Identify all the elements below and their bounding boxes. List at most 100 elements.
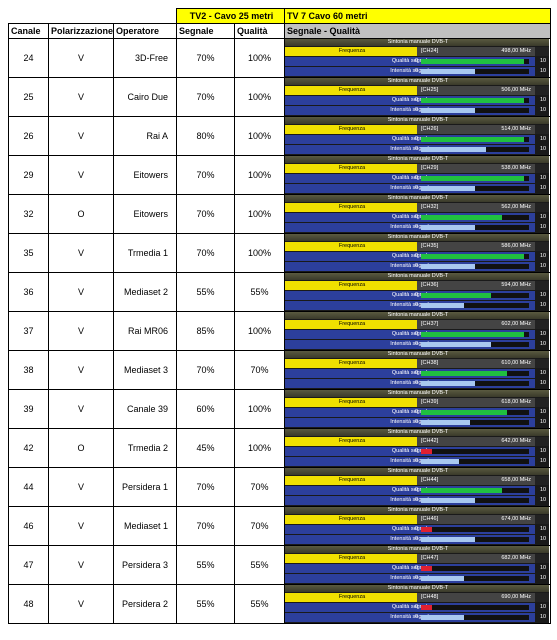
frequency-row: Frequenza [CH39] 618,00 MHz (285, 398, 550, 407)
screenshot-cell: Sintonia manuale DVB-T Frequenza [CH36] 594… (284, 272, 552, 312)
intensity-label: Intensità segnale (390, 575, 432, 581)
max-label: 10 (539, 97, 547, 103)
min-label: 0 (415, 536, 419, 542)
row: 38 V Mediaset 3 70% 70% Sintonia manuale DVB-… (8, 350, 552, 390)
row: 42 O Trmedia 2 45% 100% Sintonia manuale DVB-… (8, 428, 552, 468)
intensity-bar (421, 147, 486, 152)
channel: [CH35] (421, 243, 439, 249)
freq: 682,00 MHz (501, 555, 532, 561)
max-label: 10 (539, 526, 547, 532)
intensity-row: Intensità segnale 0 (285, 613, 536, 622)
min-label: 0 (415, 185, 419, 191)
max-label: 10 (539, 497, 547, 503)
max-label: 10 (539, 58, 547, 64)
max-label: 10 (539, 448, 547, 454)
cell: 24 (8, 38, 49, 78)
max-label: 10 (539, 614, 547, 620)
quality-row: Qualità segnale 0 (285, 252, 536, 261)
tuner-title: Sintonia manuale DVB-T (285, 351, 550, 358)
cell: 70% (176, 194, 236, 234)
quality-label: Qualità segnale (391, 370, 431, 376)
frequency-row: Frequenza [CH38] 610,00 MHz (285, 359, 550, 368)
cell: Persidera 2 (113, 584, 178, 624)
intensity-row: Intensità segnale 0 (285, 535, 536, 544)
bar-track (421, 215, 530, 220)
cell: V (47, 506, 115, 546)
cell: V (47, 584, 115, 624)
quality-row: Qualità segnale 0 (285, 174, 536, 183)
bar-track (421, 420, 530, 425)
frequency-label: Frequenza (285, 164, 418, 173)
max-label: 10 (539, 380, 547, 386)
quality-bar (421, 449, 432, 454)
frequency-value: [CH46] 674,00 MHz (417, 515, 536, 524)
cell: Persidera 3 (113, 545, 178, 585)
max-label: 10 (539, 487, 547, 493)
bar-track (421, 147, 530, 152)
channel: [CH44] (421, 477, 439, 483)
channel: [CH29] (421, 165, 439, 171)
cell: 70% (176, 506, 236, 546)
frequency-row: Frequenza [CH42] 642,00 MHz (285, 437, 550, 446)
cell: Eitowers (113, 155, 178, 195)
frequency-value: [CH32] 562,00 MHz (417, 203, 536, 212)
min-label: 0 (415, 487, 419, 493)
channel: [CH48] (421, 594, 439, 600)
quality-label: Qualità segnale (391, 565, 431, 571)
intensity-label: Intensità segnale (390, 107, 432, 113)
cell: Cairo Due (113, 77, 178, 117)
bar-track (421, 69, 530, 74)
tuner-screen: Sintonia manuale DVB-T Frequenza [CH46] 674… (285, 507, 550, 545)
cell: 70% (176, 155, 236, 195)
cell: 70% (176, 467, 236, 507)
cell: 70% (234, 350, 286, 390)
max-label: 10 (539, 175, 547, 181)
frequency-row: Frequenza [CH26] 514,00 MHz (285, 125, 550, 134)
min-label: 0 (415, 292, 419, 298)
freq: 602,00 MHz (501, 321, 532, 327)
intensity-bar (421, 576, 465, 581)
frequency-row: Frequenza [CH37] 602,00 MHz (285, 320, 550, 329)
cell: O (47, 194, 115, 234)
row: 36 V Mediaset 2 55% 55% Sintonia manuale DVB-… (8, 272, 552, 312)
intensity-label: Intensità segnale (390, 302, 432, 308)
min-label: 0 (415, 214, 419, 220)
quality-row: Qualità segnale 0 (285, 135, 536, 144)
cell: 47 (8, 545, 49, 585)
frequency-value: [CH25] 506,00 MHz (417, 86, 536, 95)
column-header: Canale (8, 23, 49, 39)
cell: 55% (234, 584, 286, 624)
cell: 100% (234, 311, 286, 351)
intensity-label: Intensità segnale (390, 458, 432, 464)
row: 29 V Eitowers 70% 100% Sintonia manuale DVB-T… (8, 155, 552, 195)
max-label: 10 (539, 565, 547, 571)
min-label: 0 (415, 175, 419, 181)
bar-track (421, 137, 530, 142)
frequency-row: Frequenza [CH32] 562,00 MHz (285, 203, 550, 212)
min-label: 0 (415, 458, 419, 464)
bar-track (421, 576, 530, 581)
intensity-label: Intensità segnale (390, 68, 432, 74)
min-label: 0 (415, 68, 419, 74)
max-label: 10 (539, 302, 547, 308)
min-label: 0 (415, 341, 419, 347)
intensity-row: Intensità segnale 0 (285, 496, 536, 505)
intensity-bar (421, 459, 459, 464)
freq: 618,00 MHz (501, 399, 532, 405)
cell: Mediaset 1 (113, 506, 178, 546)
tuner-title: Sintonia manuale DVB-T (285, 585, 550, 592)
cell: 25 (8, 77, 49, 117)
tuner-title: Sintonia manuale DVB-T (285, 507, 550, 514)
cell: 48 (8, 584, 49, 624)
row: 26 V Rai A 80% 100% Sintonia manuale DVB-T Fre… (8, 116, 552, 156)
bar-track (421, 332, 530, 337)
cell: 100% (234, 38, 286, 78)
frequency-label: Frequenza (285, 554, 418, 563)
channel: [CH24] (421, 48, 439, 54)
freq: 562,00 MHz (501, 204, 532, 210)
frequency-value: [CH38] 610,00 MHz (417, 359, 536, 368)
intensity-row: Intensità segnale 0 (285, 223, 536, 232)
screenshot-cell: Sintonia manuale DVB-T Frequenza [CH29] 538… (284, 155, 552, 195)
cell: 70% (176, 38, 236, 78)
bar-track (421, 303, 530, 308)
